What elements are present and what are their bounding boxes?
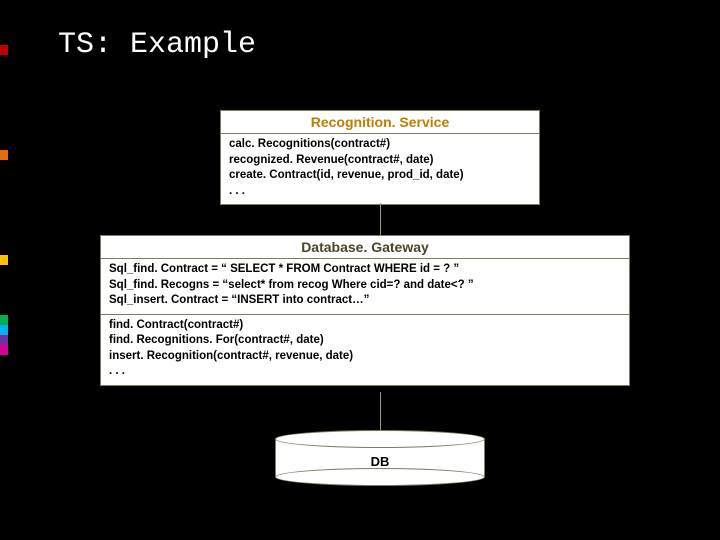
db-cylinder-top: [275, 430, 485, 448]
connector-bottom: [380, 392, 381, 430]
db-cylinder: DB: [275, 430, 485, 486]
accent-bar: [0, 150, 8, 160]
accent-bar: [0, 345, 8, 355]
database-gateway-box: Database. Gateway Sql_find. Contract = “…: [100, 235, 630, 386]
accent-bar: [0, 315, 8, 325]
accent-bar: [0, 335, 8, 345]
accent-bar: [0, 325, 8, 335]
accent-bar: [0, 255, 8, 265]
db-label: DB: [275, 454, 485, 469]
database-gateway-title: Database. Gateway: [101, 236, 629, 259]
recognition-service-title: Recognition. Service: [221, 111, 539, 134]
recognition-service-box: Recognition. Service calc. Recognitions(…: [220, 110, 540, 205]
accent-bar: [0, 45, 8, 55]
database-gateway-attrs: Sql_find. Contract = “ SELECT * FROM Con…: [101, 259, 629, 315]
recognition-service-methods: calc. Recognitions(contract#) recognized…: [221, 134, 539, 204]
db-cylinder-bottom: [275, 468, 485, 486]
connector-top: [380, 203, 381, 235]
database-gateway-methods: find. Contract(contract#) find. Recognit…: [101, 315, 629, 385]
slide-title: TS: Example: [58, 28, 256, 62]
